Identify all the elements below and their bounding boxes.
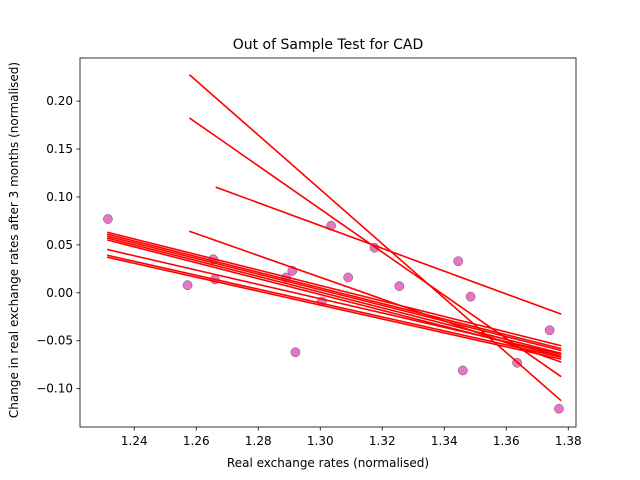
data-point xyxy=(182,280,193,290)
y-tick-label: 0.20 xyxy=(46,94,73,108)
plot-clip-group xyxy=(103,74,564,414)
y-tick-label: 0.00 xyxy=(46,286,73,300)
y-axis-label: Change in real exchange rates after 3 mo… xyxy=(7,62,21,418)
plot-area xyxy=(103,74,564,414)
axes-frame xyxy=(79,57,577,428)
regression-line xyxy=(106,254,562,358)
y-tick-label: −0.10 xyxy=(36,382,73,396)
data-point xyxy=(458,365,468,376)
x-tick-label: 1.28 xyxy=(245,434,272,448)
x-tick-label: 1.30 xyxy=(307,434,334,448)
data-point xyxy=(103,214,113,224)
regression-line xyxy=(106,237,562,355)
y-tick-label: 0.10 xyxy=(46,190,73,204)
x-tick-label: 1.36 xyxy=(493,434,520,448)
regression-line xyxy=(188,74,562,402)
x-tick-label: 1.32 xyxy=(369,434,396,448)
data-point xyxy=(554,403,564,414)
regression-line xyxy=(215,186,562,315)
axes: 1.24 1.26 1.28 1.30 1.32 1.34 1.36 1.38 −0.10 −0.… xyxy=(36,57,582,448)
x-tick-label: 1.26 xyxy=(183,434,210,448)
regression-line xyxy=(106,235,562,352)
x-tick-label: 1.24 xyxy=(121,434,148,448)
x-tick-label: 1.38 xyxy=(555,434,582,448)
regression-line xyxy=(106,231,562,347)
regression-line xyxy=(106,233,562,350)
data-point xyxy=(343,272,353,283)
x-tick-label: 1.34 xyxy=(431,434,458,448)
regression-line xyxy=(106,256,562,360)
y-tick-label: −0.05 xyxy=(36,334,73,348)
x-axis-label: Real exchange rates (normalised) xyxy=(227,456,429,470)
data-point xyxy=(544,325,555,336)
data-point xyxy=(394,281,405,291)
data-point xyxy=(290,347,301,358)
chart-title: Out of Sample Test for CAD xyxy=(233,37,424,53)
y-tick-label: 0.15 xyxy=(46,142,73,156)
regression-line xyxy=(106,248,562,356)
data-point xyxy=(465,291,476,302)
y-tick-label: 0.05 xyxy=(46,238,73,252)
data-point xyxy=(453,256,464,267)
